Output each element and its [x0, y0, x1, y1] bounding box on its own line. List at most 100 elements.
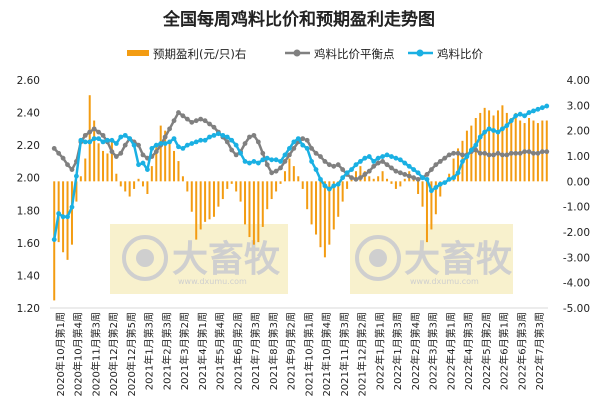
balance-point: [313, 150, 319, 156]
profit-bar: [386, 178, 389, 182]
ratio-point: [508, 118, 514, 124]
balance-point: [224, 139, 230, 145]
profit-bar: [239, 181, 242, 202]
ratio-point: [500, 126, 505, 132]
profit-bar: [155, 145, 158, 182]
balance-point: [349, 175, 354, 181]
profit-bar: [252, 181, 255, 245]
legend-balance-marker: [293, 49, 301, 57]
profit-bar: [288, 158, 291, 182]
balance-point: [91, 126, 97, 132]
ratio-point: [358, 159, 363, 164]
balance-point: [233, 152, 239, 158]
balance-point: [113, 154, 119, 159]
x-tick-label: 2022年1月第1周: [373, 312, 386, 390]
balance-point: [517, 150, 523, 156]
ratio-point: [539, 105, 545, 111]
profit-bar: [510, 118, 513, 182]
ratio-point: [113, 141, 119, 146]
ratio-point: [162, 141, 168, 146]
left-tick-label: 1.60: [17, 238, 40, 250]
ratio-point: [207, 134, 212, 140]
ratio-point: [56, 211, 62, 216]
legend: 预期盈利(元/只)右 鸡料比价平衡点 鸡料比价: [127, 47, 483, 61]
balance-point: [362, 172, 368, 177]
profit-bar: [479, 112, 482, 182]
profit-bar: [204, 181, 207, 222]
watermark-logo-icon: [355, 235, 401, 281]
ratio-point: [273, 157, 279, 163]
ratio-point: [429, 188, 434, 194]
balance-point: [278, 165, 283, 171]
profit-bar: [421, 181, 424, 207]
balance-point: [287, 152, 292, 158]
ratio-point: [433, 185, 439, 190]
right-tick-label: -3.00: [563, 252, 590, 264]
balance-point: [393, 168, 399, 174]
balance-point: [513, 150, 519, 156]
balance-point: [69, 167, 75, 172]
ratio-point: [82, 139, 88, 145]
ratio-point: [251, 159, 257, 164]
ratio-point: [340, 175, 346, 181]
x-tick-label: 2022年3月第3周: [427, 312, 440, 390]
profit-bar: [368, 176, 371, 182]
profit-bar: [106, 153, 109, 182]
ratio-point: [362, 155, 368, 161]
balance-point: [322, 159, 328, 164]
balance-point: [171, 118, 177, 124]
profit-bar: [279, 181, 282, 184]
ratio-point: [149, 146, 155, 151]
balance-point: [402, 172, 408, 177]
x-tick-label: 2020年12月第2周: [107, 312, 120, 397]
profit-bar: [439, 181, 442, 197]
profit-bar: [417, 181, 420, 194]
balance-point: [153, 149, 159, 155]
ratio-point: [145, 167, 150, 172]
ratio-point: [193, 139, 199, 145]
balance-point: [167, 126, 172, 132]
ratio-point: [455, 170, 461, 176]
ratio-point: [353, 162, 359, 168]
ratio-point: [375, 155, 381, 161]
balance-point: [242, 141, 248, 146]
profit-bar: [306, 181, 309, 210]
ratio-point: [238, 150, 243, 156]
balance-point: [389, 165, 394, 171]
balance-point: [455, 150, 461, 156]
balance-point: [87, 129, 93, 135]
left-tick-label: 1.40: [17, 270, 40, 282]
ratio-point: [153, 142, 159, 148]
balance-point: [56, 150, 62, 156]
balance-point: [140, 152, 146, 158]
balance-point: [491, 152, 496, 158]
ratio-point: [349, 167, 354, 172]
profit-bar: [488, 110, 491, 182]
ratio-point: [158, 141, 164, 146]
x-tick-label: 2021年3月第2周: [178, 312, 191, 390]
left-tick-label: 2.40: [17, 108, 40, 120]
ratio-line: [52, 104, 548, 240]
x-tick-label: 2021年8月第3周: [267, 312, 280, 390]
ratio-point: [402, 160, 408, 166]
ratio-point: [371, 159, 377, 164]
right-tick-label: 4.00: [567, 75, 590, 87]
balance-point: [504, 152, 510, 158]
profit-bar: [430, 181, 433, 230]
profit-bar: [212, 181, 215, 217]
left-tick-label: 1.80: [17, 205, 40, 217]
profit-bar: [346, 181, 349, 189]
watermark-logo-icon: [122, 235, 168, 281]
ratio-point: [233, 142, 239, 148]
profit-bar: [297, 176, 300, 182]
balance-point: [269, 170, 275, 176]
right-tick-label: 0.00: [567, 176, 590, 188]
balance-point: [100, 132, 106, 138]
ratio-point: [242, 159, 248, 164]
profit-bar: [141, 181, 144, 187]
balance-point: [118, 150, 124, 156]
x-tick-label: 2022年7月第3周: [533, 312, 546, 390]
ratio-point: [278, 159, 283, 164]
profit-bar: [354, 171, 357, 182]
ratio-point: [526, 110, 532, 115]
